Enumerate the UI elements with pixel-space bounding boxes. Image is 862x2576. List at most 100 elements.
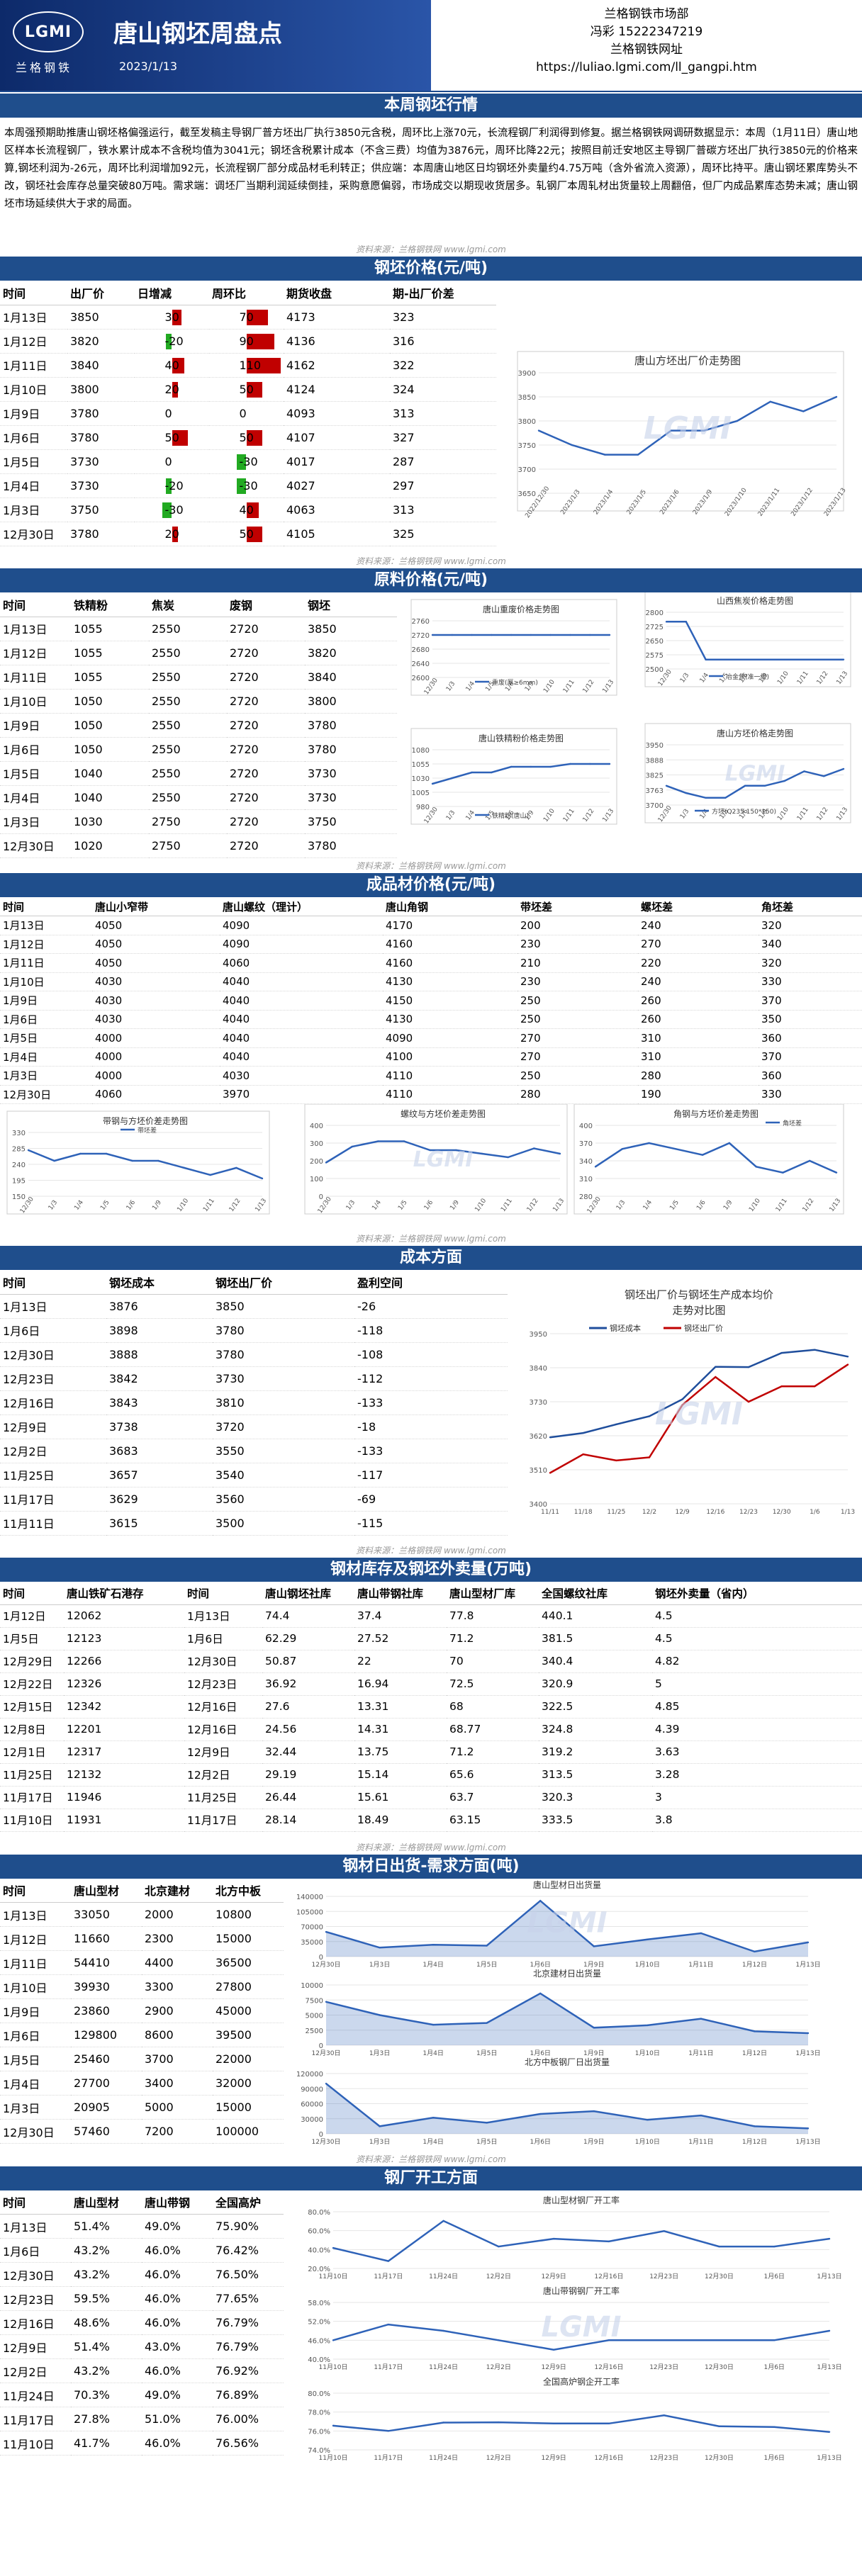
table-row: 12月29日 12266 12月30日 50.87 22 70 340.4 4.82 <box>0 1650 862 1673</box>
table-cell: 12月16日 <box>0 2310 71 2335</box>
table-cell: 240 <box>638 916 759 935</box>
table-cell: 57460 <box>71 2119 142 2144</box>
table-cell: 76.79% <box>213 2334 284 2359</box>
data-point <box>802 410 805 412</box>
operating-rate-charts: 唐山型材钢厂开工率 20.0% 40.0% 60.0% 80.0% 11月10日 11月17… <box>308 2195 841 2462</box>
y-tick-label: 2650 <box>646 638 664 646</box>
data-point <box>700 2114 703 2116</box>
section-product-price: 成品材价格(元/吨) <box>0 873 862 897</box>
section-operating-rate: 钢厂开工方面 <box>0 2166 862 2190</box>
table-cell: 2550 <box>149 617 227 641</box>
y-tick-label: 3730 <box>530 1399 547 1407</box>
table-cell: 1月10日 <box>0 1974 71 1999</box>
table-cell: 76.92% <box>213 2358 284 2383</box>
table-row: 1月13日 3850 30 70 4173 323 <box>0 305 496 330</box>
shipping-charts-panel: 唐山型材日出货量 0 35000 70000 105000 140000 12月30日 1月3… <box>284 1879 862 2152</box>
data-point <box>718 2245 720 2247</box>
table-cell: 5 <box>652 1672 862 1696</box>
table-cell: 4017 <box>284 449 390 474</box>
table-cell: 250 <box>517 1066 638 1086</box>
table-cell: 37.4 <box>354 1604 447 1628</box>
table-cell: 28.14 <box>262 1809 354 1832</box>
series-area <box>326 2083 808 2134</box>
contact-dept: 兰格钢铁市场部 <box>604 7 689 21</box>
y-tick-label: 90000 <box>301 2086 323 2093</box>
table-cell: 3780 <box>67 522 135 546</box>
bar-value-label: 90 <box>239 334 254 348</box>
table-cell: 4090 <box>220 916 383 935</box>
contact-url[interactable]: https://luliao.lgmi.com/ll_gangpi.htm <box>536 60 757 74</box>
table-cell: 46.0% <box>142 2286 213 2311</box>
table-cell: 325 <box>390 522 496 546</box>
table-cell: 1月5日 <box>0 2047 71 2071</box>
table-cell: 71.2 <box>447 1627 539 1650</box>
source-note: 资料来源：兰格钢铁网 www.lgmi.com <box>356 1546 506 1556</box>
table-cell: -108 <box>354 1342 508 1367</box>
data-point <box>486 1944 488 1947</box>
table-cell: 4030 <box>92 1010 220 1029</box>
value-bar <box>237 454 247 470</box>
table-cell: 51.0% <box>142 2407 213 2431</box>
y-tick-label: 78.0% <box>308 2409 330 2417</box>
y-tick-label: 10000 <box>301 1982 323 1990</box>
y-tick-label: 1055 <box>412 761 430 769</box>
bar-value-label: 20 <box>164 527 179 541</box>
table-cell: 54410 <box>71 1950 142 1975</box>
table-cell: 76.42% <box>213 2238 284 2263</box>
y-tick-label: 280 <box>579 1193 593 1201</box>
data-point <box>537 429 540 432</box>
section-weekly-market: 本周钢坯行情 <box>0 94 862 118</box>
y-tick-label: 74.0% <box>308 2447 330 2455</box>
table-cell: 1月13日 <box>184 1604 262 1628</box>
x-tick-label: 11月17日 <box>374 2273 403 2280</box>
table-cell: 1月9日 <box>0 1998 71 2023</box>
stock-table: 时间 唐山铁矿石港存 时间 唐山钢坯社库 唐山带钢社库 唐山型材厂库 全国螺纹社库 钢坯外卖量… <box>0 1582 862 1832</box>
data-point <box>846 1356 849 1358</box>
data-point <box>325 1930 328 1933</box>
table-cell: 3730 <box>213 1366 354 1391</box>
chart-frame <box>573 1104 844 1215</box>
x-tick-label: 1月11日 <box>688 2138 713 2146</box>
value-bar <box>246 526 262 542</box>
table-cell: 4030 <box>92 972 220 991</box>
table-cell: 260 <box>638 991 759 1011</box>
table-cell: 3780 <box>67 401 135 426</box>
table-cell: 40 <box>209 497 284 522</box>
table-cell: 287 <box>390 449 496 474</box>
data-point <box>486 2121 488 2124</box>
data-point <box>665 784 668 787</box>
column-header: 时间 <box>0 897 92 916</box>
chart-title: 北方中板钢厂日出货量 <box>525 2057 610 2067</box>
data-point <box>451 777 453 780</box>
table-cell: 12月2日 <box>0 1439 106 1463</box>
legend-label: 重废(厚≥6mm) <box>492 678 538 687</box>
y-tick-label: 2725 <box>646 624 664 631</box>
table-cell: 12123 <box>64 1627 184 1650</box>
table-cell: 330 <box>759 972 862 991</box>
table-cell: 65.6 <box>447 1763 539 1787</box>
x-tick-label: 1月6日 <box>530 2049 550 2057</box>
y-tick-label: 3400 <box>530 1501 547 1509</box>
table-cell: 22000 <box>213 2047 284 2071</box>
table-cell: 200 <box>517 916 638 935</box>
table-cell: 1月6日 <box>184 1627 262 1650</box>
y-tick-label: 3650 <box>518 490 536 498</box>
x-tick-label: 12月30日 <box>705 2454 734 2462</box>
column-header: 钢坯出厂价 <box>213 1270 354 1295</box>
bar-value-label: -20 <box>164 334 184 348</box>
table-cell: 12月30日 <box>0 522 67 546</box>
y-tick-label: 100 <box>310 1176 323 1183</box>
table-cell: 322.5 <box>539 1695 652 1719</box>
data-point <box>646 2118 649 2121</box>
table-cell: 3843 <box>106 1390 213 1415</box>
data-point <box>498 2339 500 2341</box>
data-point <box>780 1385 783 1388</box>
spread-charts-panel: 带钢与方坯价差走势图 150 195 240 285 330 12/30 1/3 1/4 1/5 1… <box>0 1104 862 1232</box>
data-point <box>442 2329 444 2332</box>
table-cell: 11月11日 <box>0 1511 106 1536</box>
data-point <box>663 2229 665 2232</box>
column-header: 时间 <box>0 1878 71 1903</box>
y-tick-label: 3750 <box>518 442 536 450</box>
series-line <box>325 1991 809 2034</box>
y-tick-label: 340 <box>579 1158 593 1166</box>
